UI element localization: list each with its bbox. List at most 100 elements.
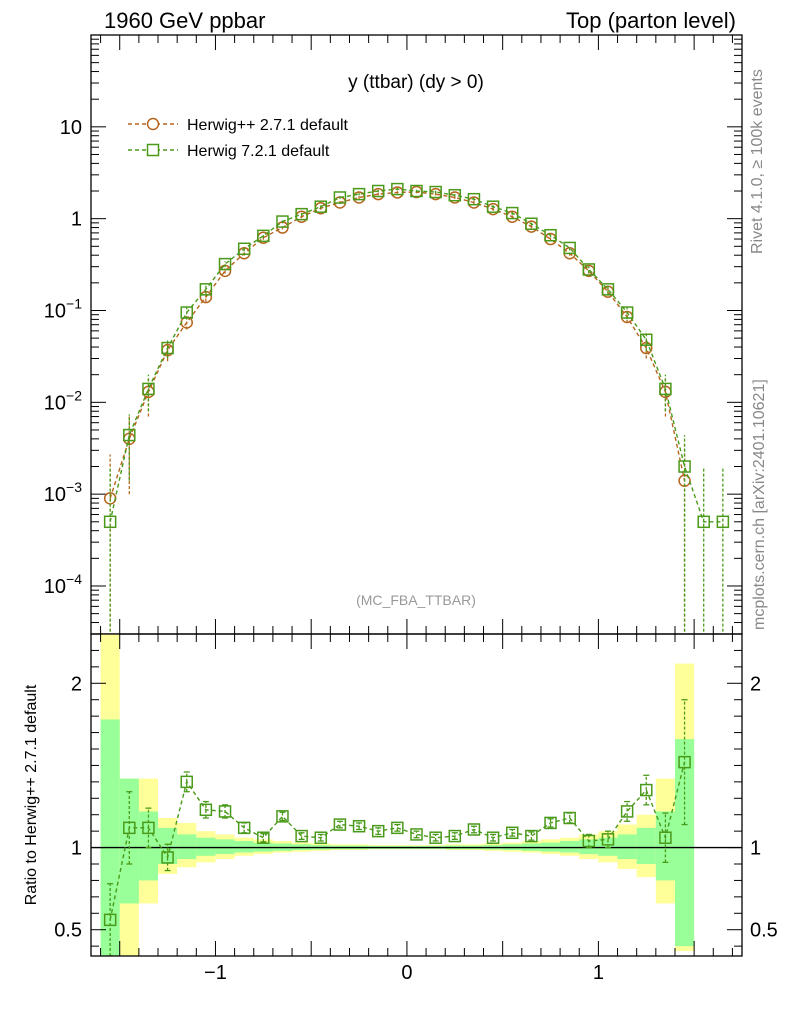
ratio-point-square [525,829,538,843]
legend-label: Herwig++ 2.7.1 default [187,117,349,134]
green-band-bin [196,837,216,856]
y-tick-exp: −4 [66,571,82,587]
header-left: 1960 GeV ppbar [104,8,265,33]
ratio-point-square [142,821,155,835]
series-line-0 [109,191,686,499]
ratio-point-square [257,831,270,844]
ratio-point-square [678,755,691,769]
y-tick-base: 10 [44,484,66,506]
green-band-bin [617,834,637,860]
data-point-square [314,200,328,213]
ratio-point-square [371,824,385,838]
ratio-point-square [429,831,442,844]
main-title: y (ttbar) (dy > 0) [348,72,484,93]
ratio-point-square [563,811,576,825]
source-label: mcplots.cern.ch [arXiv:2401.10621] [751,379,768,630]
ratio-series-line [109,761,686,920]
data-point-square [659,382,672,396]
green-band-bin [215,839,235,855]
y-tick-label: 10−3 [44,479,82,506]
green-band-bin [560,841,580,853]
main-data [103,182,730,634]
data-point-square [678,460,691,473]
header: 1960 GeV ppbar Top (parton level) [104,8,736,33]
ratio-y-tick-label-right: 0.5 [750,920,778,942]
data-point-square [352,187,366,201]
data-point-square [218,257,232,271]
data-point-square [620,306,634,319]
data-point-square [371,184,385,198]
ratio-point-square [505,826,519,840]
data-point-square [199,283,213,296]
green-band-bin [636,827,656,864]
main-plot: y (ttbar) (dy > 0)(MC_FBA_TTBAR)10110−11… [44,34,743,635]
y-tick-base: 10 [44,392,66,414]
data-point-square [448,188,462,202]
data-point-square [582,263,596,276]
x-tick-label: −1 [204,962,227,984]
rivet-label: Rivet 4.1.0, ≥ 100k events [749,69,766,254]
ratio-point-square [601,833,615,846]
ratio-point-square [410,828,423,841]
y-tick-label: 10−1 [44,295,82,322]
legend-marker-circle [146,117,160,131]
ratio-point-square [352,819,366,833]
y-tick-label: 10 [60,117,82,139]
ratio-point-square [640,783,653,797]
ratio-point-square [314,831,328,844]
data-point-square [429,185,442,199]
ratio-point-square [123,821,136,835]
ratio-y-tick-label-left: 2 [71,673,82,695]
green-band-bin [674,739,695,947]
data-point-square [467,192,481,206]
data-point-square [486,200,500,213]
y-tick-label: 1 [71,209,82,231]
ratio-data [91,634,742,956]
ratio-point-square [582,834,596,848]
ratio-point-square [467,823,481,836]
data-point-square [544,228,557,242]
ratio-plot: 2 2 1 1 0.5 0.5 −1 0 1 Ratio to Herwig++ 2.7.1 de… [23,633,778,984]
ratio-point-square [237,821,251,835]
ratio-point-square [333,818,347,831]
ratio-point-square [199,803,213,817]
ratio-y-tick-label-right: 2 [750,673,761,695]
green-band-bin [234,841,254,853]
data-point-square [333,191,347,204]
legend-marker-square [146,143,160,157]
data-point-square [525,217,538,231]
header-right: Top (parton level) [566,8,736,33]
ratio-point-square [448,829,462,843]
data-point-square [563,241,576,255]
data-point-square [410,184,423,198]
legend-label: Herwig 7.2.1 default [187,143,330,160]
ratio-point-square [659,831,672,844]
ratio-y-axis-label: Ratio to Herwig++ 2.7.1 default [23,684,40,905]
data-point-square [601,283,615,296]
data-point-square [142,382,155,396]
y-tick-label: 10−2 [44,387,82,414]
y-tick-label: 10−4 [44,571,82,598]
y-tick-exp: −3 [66,479,82,495]
x-tick-label: 1 [593,962,604,984]
data-point-square [640,333,653,347]
data-point-circle [640,341,653,355]
data-point-square [391,182,404,196]
data-point-square [697,515,710,529]
ratio-point-square [276,810,289,823]
ratio-point-square [103,913,117,927]
data-point-square [180,306,193,319]
green-band-bin [177,834,197,860]
ratio-point-square [295,829,308,843]
data-point-square [276,215,289,228]
data-point-square [123,428,136,442]
x-tick-label: 0 [401,962,412,984]
ratio-y-tick-label-left: 0.5 [54,920,82,942]
ratio-y-tick-label-left: 1 [71,838,82,860]
ratio-frame [90,633,743,957]
series-line-1 [109,188,723,523]
y-tick-base: 10 [44,576,66,598]
ratio-point-square [218,805,232,818]
data-point-square [295,207,308,221]
